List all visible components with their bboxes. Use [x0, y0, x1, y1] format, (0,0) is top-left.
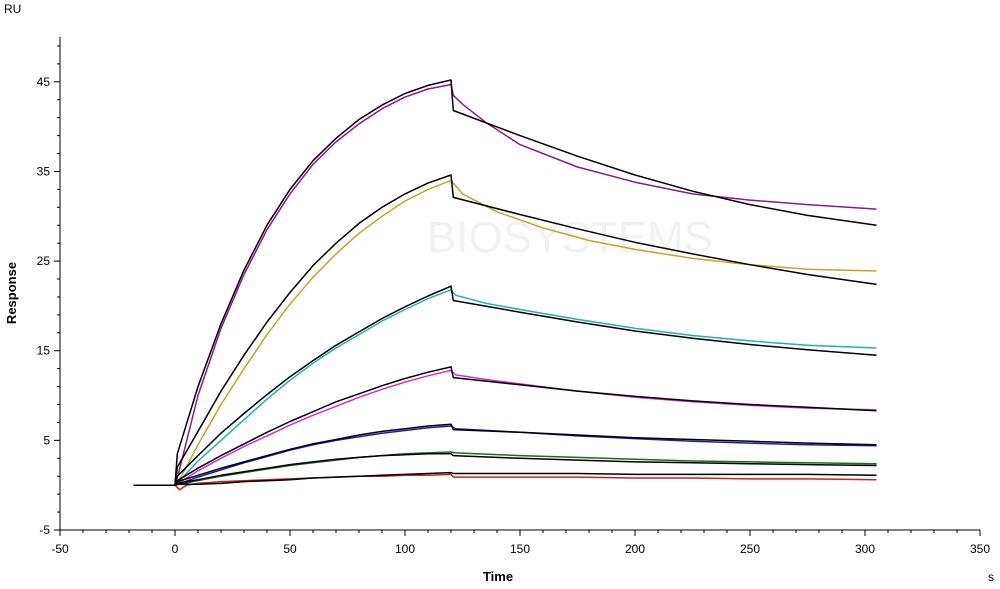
fit-line-3 [133, 174, 877, 486]
axis-ticks: -50 0 50 100 150 200 250 300 350 -5 5 15 25 35 45 [37, 45, 990, 556]
x-tick-label: 350 [970, 542, 990, 556]
y-axis-title: Response [4, 262, 19, 324]
sensorgram-line-6 [133, 369, 877, 486]
fit-line-1 [133, 79, 877, 486]
y-tick-label: -5 [39, 523, 50, 537]
x-unit-label: s [988, 570, 994, 584]
x-tick-label: -50 [51, 542, 69, 556]
x-tick-label: 150 [510, 542, 530, 556]
sensorgram-line-2 [133, 179, 877, 486]
x-tick-label: 100 [395, 542, 415, 556]
fit-line-9 [133, 423, 877, 486]
fit-line-5 [133, 285, 877, 486]
x-axis-title: Time [483, 569, 513, 584]
x-tick-label: 0 [172, 542, 179, 556]
x-tick-label: 300 [855, 542, 875, 556]
x-tick-label: 200 [625, 542, 645, 556]
y-tick-label: 35 [37, 164, 51, 178]
x-tick-label: 50 [283, 542, 297, 556]
sensorgram-line-4 [133, 289, 877, 486]
sensorgram-line-0 [133, 83, 877, 486]
fit-line-11 [133, 453, 877, 486]
series-group [133, 79, 877, 491]
y-tick-label: 45 [37, 75, 51, 89]
fit-line-13 [133, 471, 877, 486]
y-tick-label: 25 [37, 254, 51, 268]
fit-line-7 [133, 366, 877, 486]
y-tick-label: 5 [43, 433, 50, 447]
y-unit-label: RU [4, 2, 21, 16]
y-tick-label: 15 [37, 344, 51, 358]
sensorgram-line-8 [133, 425, 877, 486]
x-tick-label: 250 [740, 542, 760, 556]
